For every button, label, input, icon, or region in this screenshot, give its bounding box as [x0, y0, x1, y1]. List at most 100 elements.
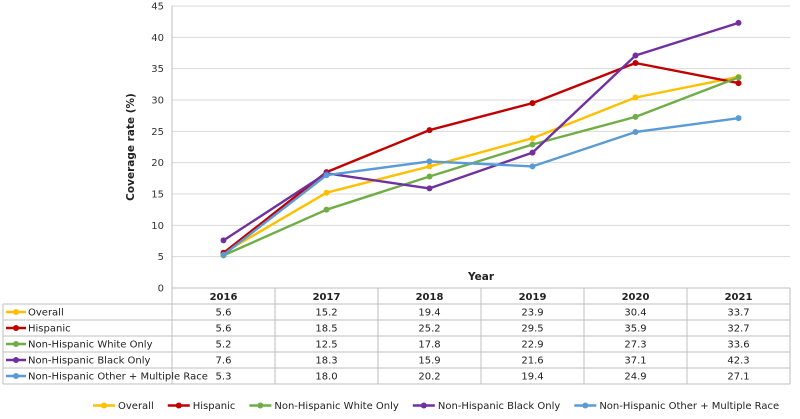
y-tick-label: 5 — [158, 252, 164, 263]
data-label: 5.2 — [216, 340, 232, 351]
data-point — [529, 163, 536, 170]
x-tick-label: 2018 — [416, 292, 444, 303]
x-axis-label: Year — [467, 271, 495, 283]
y-tick-label: 0 — [158, 284, 164, 295]
y-axis: 0 5 10 15 20 25 30 35 40 45 — [151, 2, 173, 295]
data-label: 5.6 — [216, 324, 232, 335]
data-label: 20.2 — [418, 372, 440, 383]
data-point — [323, 206, 330, 213]
table-row-label: Hispanic — [28, 324, 71, 335]
y-tick-label: 35 — [151, 64, 164, 75]
legend-key-marker — [101, 402, 107, 409]
table-legend-key-marker — [13, 357, 19, 363]
data-label: 19.4 — [418, 308, 440, 319]
data-label: 15.2 — [315, 308, 337, 319]
legend-key-marker — [420, 402, 427, 409]
legend-entry: Non-Hispanic Black Only — [438, 401, 561, 412]
legend-entry: Non-Hispanic Other + Multiple Race — [599, 401, 779, 412]
y-tick-label: 40 — [151, 33, 164, 44]
table-row-label: Non-Hispanic White Only — [28, 340, 153, 351]
data-label: 18.0 — [315, 372, 337, 383]
x-tick-label: 2020 — [622, 292, 650, 303]
series-line — [222, 21, 739, 242]
data-point — [632, 94, 639, 101]
legend-key-marker — [257, 402, 264, 409]
y-tick-label: 10 — [151, 221, 164, 232]
table-legend-key-marker — [13, 341, 19, 347]
legend-entry: Non-Hispanic White Only — [274, 401, 399, 412]
data-label: 42.3 — [727, 356, 749, 367]
data-label: 23.9 — [521, 308, 543, 319]
data-point — [632, 60, 639, 67]
series-lines — [220, 19, 742, 259]
data-label: 33.6 — [727, 340, 749, 351]
data-point — [220, 251, 227, 258]
y-tick-label: 45 — [151, 2, 164, 13]
data-table: 2016 2017 2018 2019 2020 2021 Overall 5.6 15.2 19… — [2, 287, 791, 385]
data-point — [529, 100, 536, 107]
data-point — [735, 19, 742, 26]
data-label: 18.5 — [315, 324, 337, 335]
series-line — [222, 75, 739, 254]
data-label: 15.9 — [418, 356, 440, 367]
data-label: 27.1 — [727, 372, 749, 383]
x-tick-label: 2021 — [725, 292, 753, 303]
data-label: 19.4 — [521, 372, 543, 383]
data-point — [426, 127, 433, 134]
data-label: 5.3 — [216, 372, 232, 383]
data-point — [735, 80, 742, 87]
data-label: 37.1 — [624, 356, 646, 367]
data-point — [632, 113, 639, 120]
legend-entry: Overall — [118, 401, 154, 412]
data-point — [426, 163, 433, 170]
legend-key-marker — [175, 402, 182, 409]
legend: Overall Hispanic Non-Hispanic White Only No… — [93, 401, 779, 412]
data-label: 27.3 — [624, 340, 646, 351]
data-label: 32.7 — [727, 324, 749, 335]
data-point — [426, 158, 433, 165]
data-point — [529, 149, 536, 156]
legend-entry: Hispanic — [193, 401, 236, 412]
data-point — [323, 172, 330, 179]
data-label: 17.8 — [418, 340, 440, 351]
y-axis-label: Coverage rate (%) — [125, 93, 137, 201]
table-legend-key-marker — [13, 325, 19, 331]
y-tick-label: 25 — [151, 127, 164, 138]
data-point — [735, 115, 742, 122]
x-tick-label: 2016 — [210, 292, 238, 303]
data-point — [426, 173, 433, 180]
table-row-label: Overall — [28, 308, 64, 319]
data-point — [632, 128, 639, 135]
grid-lines — [172, 5, 790, 289]
data-label: 22.9 — [521, 340, 543, 351]
data-label: 21.6 — [521, 356, 543, 367]
data-point — [426, 185, 433, 192]
data-point — [529, 141, 536, 148]
data-point — [632, 52, 639, 59]
data-label: 35.9 — [624, 324, 646, 335]
legend-key-marker — [582, 402, 589, 409]
data-label: 12.5 — [315, 340, 337, 351]
data-label: 25.2 — [418, 324, 440, 335]
y-tick-label: 20 — [151, 158, 164, 169]
y-tick-label: 30 — [151, 96, 164, 107]
data-point — [220, 237, 227, 244]
table-row-label: Non-Hispanic Black Only — [28, 356, 151, 367]
table-row-label: Non-Hispanic Other + Multiple Race — [28, 372, 208, 383]
data-point — [735, 74, 742, 81]
data-label: 29.5 — [521, 324, 543, 335]
data-label: 7.6 — [216, 356, 232, 367]
data-label: 24.9 — [624, 372, 646, 383]
table-legend-key-marker — [13, 309, 19, 315]
x-tick-label: 2017 — [313, 292, 341, 303]
data-point — [529, 135, 536, 142]
data-label: 18.3 — [315, 356, 337, 367]
y-tick-label: 15 — [151, 190, 164, 201]
data-point — [323, 189, 330, 196]
series-line — [222, 117, 739, 256]
data-label: 5.6 — [216, 308, 232, 319]
series-line — [223, 76, 739, 257]
data-label: 30.4 — [624, 308, 646, 319]
